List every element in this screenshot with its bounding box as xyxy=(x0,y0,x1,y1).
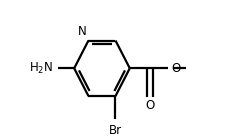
Text: O: O xyxy=(171,62,180,75)
Text: O: O xyxy=(145,99,155,112)
Text: Br: Br xyxy=(109,124,122,137)
Text: H$_2$N: H$_2$N xyxy=(29,61,53,76)
Text: N: N xyxy=(77,25,86,38)
